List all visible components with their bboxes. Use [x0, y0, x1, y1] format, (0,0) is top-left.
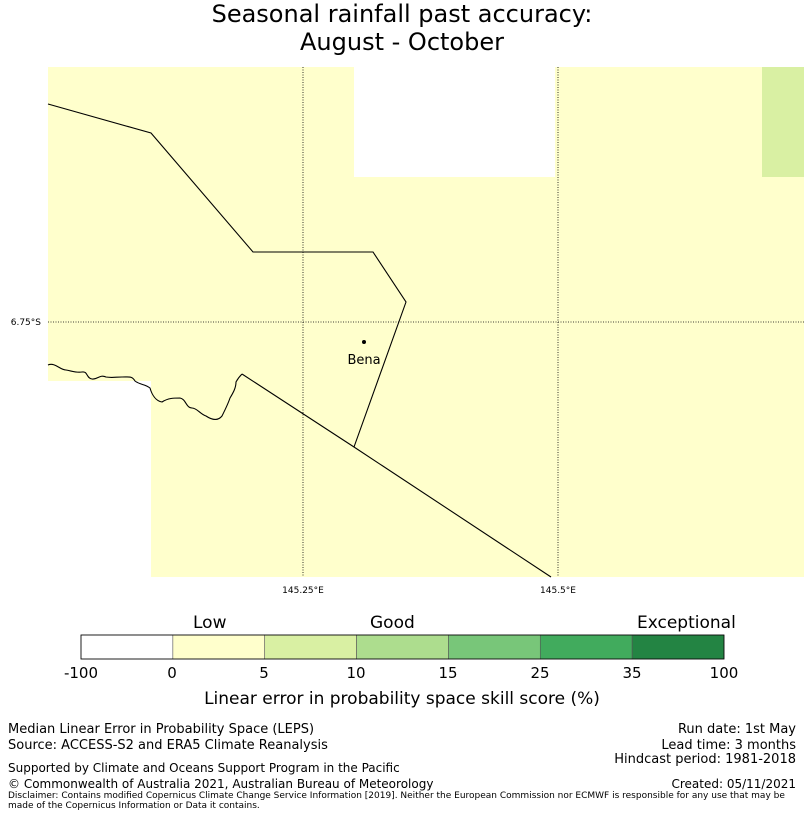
chart-title-line2: August - October — [300, 28, 504, 56]
colorbar-tick: 100 — [709, 664, 739, 682]
lat-label: 6.75°S — [11, 318, 42, 328]
map-region-none-left — [48, 381, 151, 577]
map-region-good — [762, 67, 804, 177]
colorbar-tick: 35 — [622, 664, 642, 682]
colorbar — [80, 634, 725, 660]
colorbar-tick: -100 — [63, 664, 99, 682]
footer-source: Source: ACCESS-S2 and ERA5 Climate Reana… — [8, 738, 328, 753]
colorbar-segment — [80, 634, 174, 660]
footer-run-date: Run date: 1st May — [677, 722, 796, 737]
footer-lead-time: Lead time: 3 months — [661, 738, 796, 753]
footer-copyright: © Commonwealth of Australia 2021, Austra… — [8, 777, 434, 791]
colorbar-category-exceptional: Exceptional — [637, 613, 736, 633]
chart-title-line1: Seasonal rainfall past accuracy: — [211, 0, 593, 28]
lon-label-1: 145.25°E — [282, 586, 324, 596]
colorbar-segment — [172, 634, 266, 660]
lon-label-2: 145.5°E — [540, 586, 576, 596]
colorbar-category-good: Good — [370, 613, 415, 633]
town-marker — [362, 340, 366, 344]
footer-disclaimer: Disclaimer: Contains modified Copernicus… — [8, 791, 785, 811]
footer-method: Median Linear Error in Probability Space… — [8, 722, 315, 737]
colorbar-segment — [356, 634, 449, 660]
colorbar-outline — [80, 634, 725, 660]
coastline — [47, 363, 243, 420]
colorbar-tick: 5 — [259, 664, 269, 682]
boundary-line-north — [47, 103, 407, 448]
boundary-line-south — [241, 373, 552, 578]
colorbar-tick: 10 — [346, 664, 366, 682]
footer-hindcast: Hindcast period: 1981-2018 — [614, 752, 796, 767]
colorbar-tick: 25 — [530, 664, 550, 682]
footer-support: Supported by Climate and Oceans Support … — [8, 761, 400, 775]
colorbar-segment — [448, 634, 541, 660]
colorbar-segment — [631, 634, 725, 660]
map-region-none-top — [354, 67, 555, 177]
colorbar-segment — [539, 634, 633, 660]
colorbar-segment — [264, 634, 357, 660]
colorbar-category-low: Low — [193, 613, 227, 633]
town-label: Bena — [347, 353, 380, 368]
colorbar-tick: 0 — [167, 664, 177, 682]
footer-created: Created: 05/11/2021 — [671, 777, 796, 791]
colorbar-tick: 15 — [438, 664, 458, 682]
colorbar-title: Linear error in probability space skill … — [204, 689, 600, 709]
